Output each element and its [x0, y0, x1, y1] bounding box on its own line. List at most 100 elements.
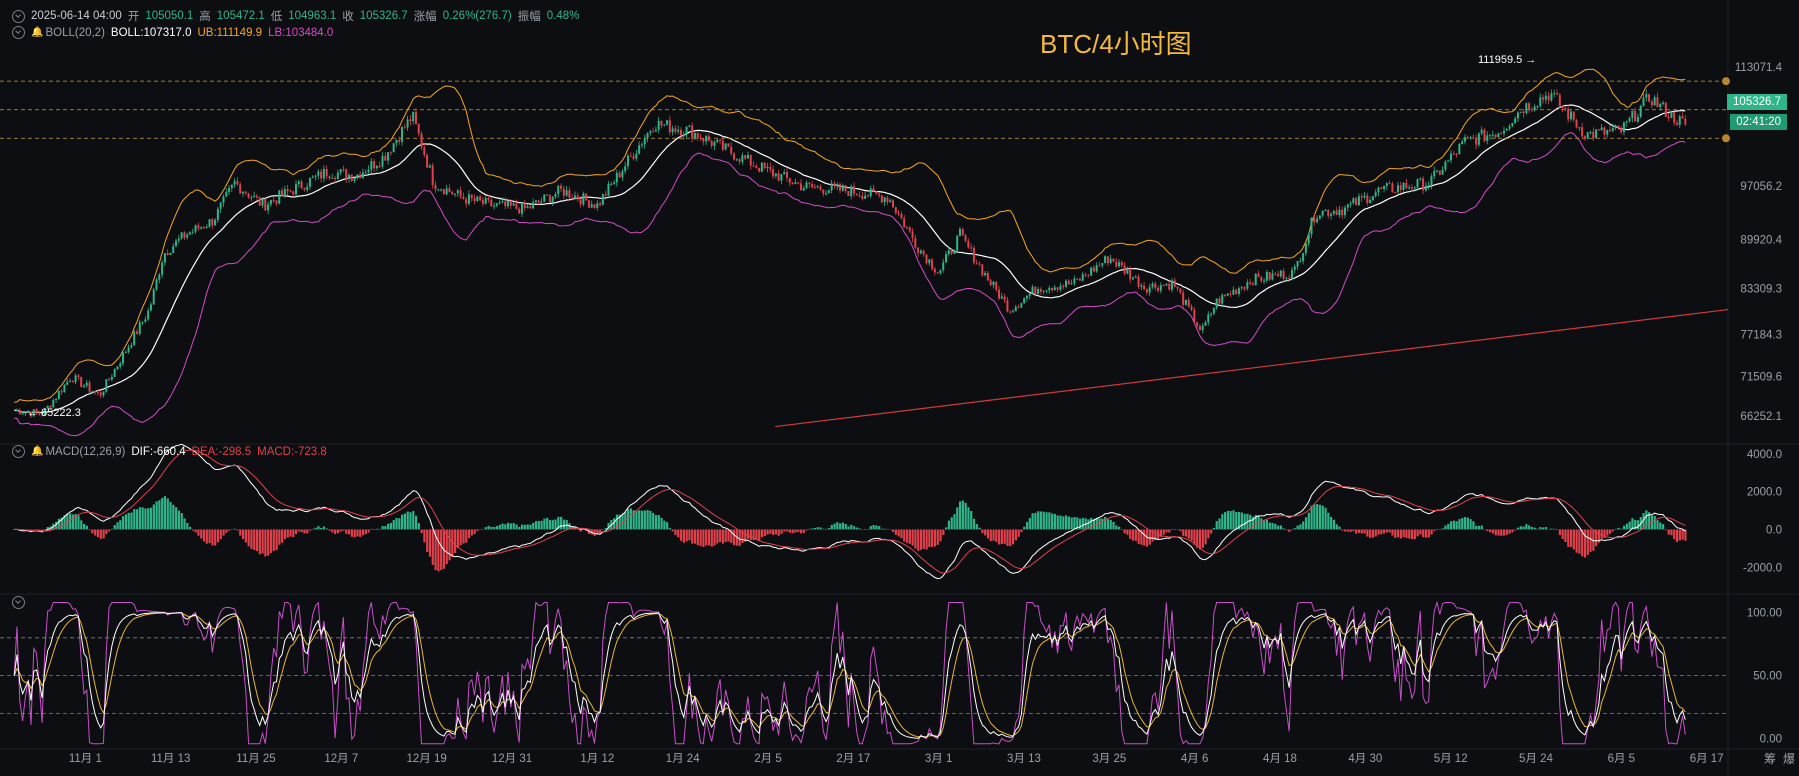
candle-body — [677, 129, 680, 132]
macd-hist-bar — [138, 507, 141, 530]
macd-hist-bar — [1483, 529, 1486, 530]
candle-body — [1603, 127, 1606, 135]
candle-body — [501, 201, 504, 203]
macd-hist-bar — [1165, 529, 1168, 533]
macd-hist-bar — [1051, 513, 1054, 530]
macd-hist-bar — [970, 510, 973, 530]
macd-hist-bar — [1321, 505, 1324, 530]
macd-hist-bar — [214, 529, 217, 546]
macd-hist-value: MACD:-723.8 — [257, 445, 327, 458]
candle-body — [119, 363, 122, 367]
candle-body — [1092, 267, 1095, 272]
candle-body — [1274, 273, 1277, 275]
macd-hist-bar — [1346, 529, 1349, 532]
candle-body — [1330, 213, 1333, 216]
macd-hist-bar — [1452, 520, 1455, 530]
macd-hist-bar — [465, 529, 468, 543]
macd-hist-bar — [1290, 529, 1294, 531]
macd-hist-bar — [1064, 515, 1068, 530]
macd-hist-bar — [1480, 525, 1483, 530]
macd-hist-bar — [950, 517, 953, 530]
macd-hist-bar — [1505, 529, 1508, 535]
collapse-icon[interactable] — [12, 9, 25, 23]
macd-hist-bar — [766, 529, 769, 535]
macd-hist-bar — [1067, 516, 1070, 530]
macd-hist-bar — [1528, 525, 1531, 530]
expand-icon[interactable] — [12, 596, 25, 609]
macd-hist-bar — [975, 524, 978, 530]
candle-body — [1371, 196, 1374, 201]
candle-body — [1198, 326, 1201, 330]
candle-body — [844, 185, 847, 192]
candle-body — [1087, 275, 1090, 277]
candle-body — [512, 203, 515, 206]
candle-body — [1207, 314, 1210, 323]
macd-hist-bar — [1405, 529, 1408, 539]
macd-hist-bar — [108, 529, 111, 532]
candle-body — [1444, 161, 1447, 170]
macd-hist-bar — [674, 529, 677, 536]
candle-body — [1675, 122, 1678, 125]
collapse-icon[interactable] — [12, 26, 25, 39]
candle-body — [24, 412, 27, 414]
candle-body — [1196, 322, 1199, 327]
open-label: 开 — [127, 11, 140, 23]
macd-hist-bar — [682, 529, 685, 543]
candle-body — [1246, 282, 1249, 289]
candle-body — [1243, 287, 1246, 289]
macd-hist-bar — [604, 528, 607, 530]
corner-label-1[interactable]: 筹 — [1764, 752, 1777, 766]
macd-hist-bar — [749, 529, 752, 540]
macd-hist-bar — [671, 529, 674, 532]
macd-hist-bar — [894, 529, 898, 535]
macd-hist-bar — [222, 529, 225, 536]
macd-hist-bar — [847, 526, 850, 530]
last-price-tag: 105326.7 — [1727, 94, 1787, 110]
candle-body — [300, 181, 303, 189]
candle-body — [998, 289, 1001, 299]
candle-body — [38, 412, 41, 415]
macd-hist-bar — [839, 523, 842, 530]
macd-hist-bar — [82, 523, 86, 530]
macd-hist-bar — [523, 524, 526, 530]
macd-hist-bar — [473, 529, 476, 535]
candle-body — [780, 174, 783, 181]
candle-body — [1051, 287, 1054, 291]
macd-hist-bar — [1497, 529, 1500, 536]
macd-hist-bar — [1611, 529, 1614, 532]
candle-body — [331, 177, 334, 179]
macd-hist-bar — [1120, 529, 1123, 530]
macd-hist-bar — [811, 528, 814, 530]
candle-body — [604, 194, 607, 196]
macd-hist-bar — [467, 529, 471, 539]
candle-body — [945, 254, 948, 263]
candle-body — [29, 411, 32, 417]
candle-body — [914, 238, 917, 248]
macd-hist-bar — [484, 527, 487, 530]
candle-body — [961, 229, 964, 236]
macd-hist-bar — [663, 520, 666, 530]
macd-hist-bar — [1427, 529, 1430, 538]
low-label: 低 — [270, 11, 283, 23]
price-tick-label: 77184.3 — [1740, 329, 1782, 341]
close-label: 收 — [342, 11, 354, 23]
collapse-icon[interactable] — [12, 445, 25, 458]
macd-hist-bar — [1684, 529, 1687, 541]
candle-body — [384, 156, 387, 161]
candle-body — [1229, 293, 1232, 295]
candle-body — [409, 119, 412, 122]
alert-bell-icon[interactable]: 🔔 — [31, 446, 44, 457]
candle-body — [1595, 129, 1598, 138]
alert-bell-icon[interactable]: 🔔 — [31, 27, 44, 38]
candle-body — [267, 204, 270, 211]
macd-hist-bar — [387, 523, 390, 530]
candle-body — [1053, 287, 1056, 291]
candle-body — [1617, 125, 1620, 128]
corner-label-2[interactable]: 爆 — [1783, 752, 1796, 766]
macd-hist-bar — [1101, 518, 1104, 530]
candle-body — [1070, 283, 1073, 285]
candle-body — [1059, 285, 1062, 290]
macd-hist-bar — [1006, 529, 1009, 546]
macd-hist-bar — [303, 529, 306, 534]
